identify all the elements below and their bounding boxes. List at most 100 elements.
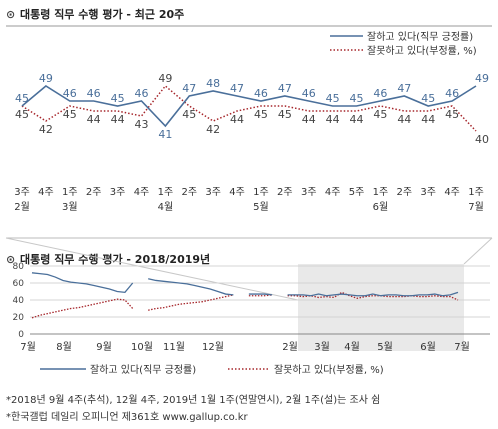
- x-tick-month: 3월: [62, 201, 78, 213]
- data-label-negative: 43: [134, 118, 148, 131]
- top-line-chart: 잘하고 있다(직무 긍정률)잘못하고 있다(부정률, %) 45 45 49 42 46 4…: [6, 25, 492, 239]
- data-label-negative: 45: [15, 108, 29, 121]
- x-tick-week: 1주: [158, 187, 174, 198]
- x-tick-month: 5월: [377, 341, 393, 353]
- data-label-positive: 45: [326, 92, 340, 105]
- series-line-negative: [31, 298, 134, 319]
- x-tick-month: 4월: [344, 341, 360, 353]
- data-label-negative: 45: [63, 108, 77, 121]
- x-tick-month: 3월: [314, 341, 330, 353]
- x-tick-month: 10월: [131, 341, 153, 353]
- data-label-negative: 40: [475, 133, 489, 146]
- data-label-negative: 42: [206, 123, 220, 136]
- data-label-negative: 44: [302, 113, 316, 126]
- data-label-positive: 45: [15, 92, 29, 105]
- series-line-positive: [21, 85, 477, 128]
- data-label-negative: 42: [39, 123, 53, 136]
- data-label-negative: 45: [445, 108, 459, 121]
- x-tick-month: 7월: [454, 341, 470, 353]
- x-tick-month: 2월: [282, 341, 298, 353]
- legend-negative-label: 잘못하고 있다(부정률, %): [274, 363, 384, 376]
- data-label-negative: 44: [397, 113, 411, 126]
- legend-positive-label: 잘하고 있다(직무 긍정률): [367, 30, 473, 43]
- x-tick-week: 4주: [229, 187, 245, 198]
- data-label-positive: 41: [158, 128, 172, 141]
- data-label-positive: 49: [39, 72, 53, 85]
- x-tick-week: 1주: [253, 187, 269, 198]
- bottom-chart-title: ⊙ 대통령 직무 수행 평가 - 2018/2019년: [6, 251, 210, 267]
- x-tick-month: 4월: [158, 201, 174, 213]
- top-chart-title: ⊙ 대통령 직무 수행 평가 - 최근 20주: [6, 6, 184, 22]
- data-label-negative: 44: [350, 113, 364, 126]
- zoom-connector-right: [463, 237, 493, 265]
- x-tick-month: 6월: [420, 341, 436, 353]
- x-tick-week: 1주: [62, 187, 78, 198]
- data-label-positive: 49: [475, 72, 489, 85]
- x-tick-week: 1주: [373, 187, 389, 198]
- x-tick-week: 2주: [86, 187, 102, 198]
- x-tick-month: 8월: [56, 341, 72, 353]
- data-label-positive: 46: [134, 87, 148, 100]
- x-tick-month: 5월: [253, 201, 269, 213]
- data-label-negative: 44: [87, 113, 101, 126]
- x-tick-month: 12월: [202, 341, 224, 353]
- x-tick-week: 5주: [349, 187, 365, 198]
- legend-positive-label: 잘하고 있다(직무 긍정률): [90, 363, 196, 376]
- bottom-chart-title-text: 대통령 직무 수행 평가 - 2018/2019년: [20, 253, 211, 266]
- data-label-negative: 45: [373, 108, 387, 121]
- data-label-positive: 46: [445, 87, 459, 100]
- x-tick-week: 3주: [205, 187, 221, 198]
- footnote-source: *한국갤럽 데일리 오피니언 제361호 www.gallup.co.kr: [6, 412, 248, 423]
- x-tick-week: 3주: [14, 187, 30, 198]
- y-tick-label: 80: [13, 262, 25, 272]
- data-label-negative: 44: [111, 113, 125, 126]
- y-tick-label: 0: [18, 330, 24, 340]
- data-label-negative: 44: [230, 113, 244, 126]
- x-tick-week: 4주: [325, 187, 341, 198]
- data-label-positive: 47: [278, 82, 292, 95]
- recent-period-shade: [298, 264, 464, 351]
- footnote-survey-skip: *2018년 9월 4주(추석), 12월 4주, 2019년 1월 1주(연말…: [6, 395, 381, 406]
- x-tick-week: 3주: [420, 187, 436, 198]
- x-tick-month: 2월: [14, 201, 30, 213]
- x-tick-week: 2주: [181, 187, 197, 198]
- series-line-positive: [31, 272, 134, 294]
- x-tick-week: 4주: [134, 187, 150, 198]
- x-tick-month: 9월: [96, 341, 112, 353]
- y-tick-label: 20: [13, 313, 25, 323]
- data-label-positive: 46: [87, 87, 101, 100]
- data-label-negative: 45: [278, 108, 292, 121]
- x-tick-month: 6월: [373, 201, 389, 213]
- data-label-positive: 46: [63, 87, 77, 100]
- series-line-positive: [248, 293, 273, 296]
- data-label-positive: 48: [206, 77, 220, 90]
- x-tick-week: 4주: [38, 187, 54, 198]
- series-line-negative: [148, 294, 234, 311]
- x-tick-month: 7월: [468, 201, 484, 213]
- x-tick-week: 2주: [397, 187, 413, 198]
- data-label-positive: 45: [111, 92, 125, 105]
- series-line-positive: [148, 278, 234, 296]
- data-label-negative: 49: [158, 72, 172, 85]
- x-tick-week: 3주: [110, 187, 126, 198]
- series-line-positive: [287, 291, 459, 297]
- series-line-negative: [21, 84, 477, 132]
- data-label-positive: 47: [182, 82, 196, 95]
- title-marker-icon: ⊙: [6, 253, 16, 266]
- x-tick-week: 1주: [468, 187, 484, 198]
- data-label-negative: 45: [254, 108, 268, 121]
- data-label-negative: 44: [421, 113, 435, 126]
- series-line-negative: [248, 294, 273, 297]
- legend-negative-label: 잘못하고 있다(부정률, %): [367, 44, 477, 57]
- data-label-positive: 47: [230, 82, 244, 95]
- y-tick-label: 60: [13, 279, 25, 289]
- data-label-positive: 45: [350, 92, 364, 105]
- data-label-negative: 45: [182, 108, 196, 121]
- data-label-positive: 45: [421, 92, 435, 105]
- x-tick-week: 3주: [301, 187, 317, 198]
- x-tick-week: 4주: [444, 187, 460, 198]
- series-line-negative: [287, 291, 459, 301]
- data-label-positive: 46: [254, 87, 268, 100]
- data-label-positive: 47: [397, 82, 411, 95]
